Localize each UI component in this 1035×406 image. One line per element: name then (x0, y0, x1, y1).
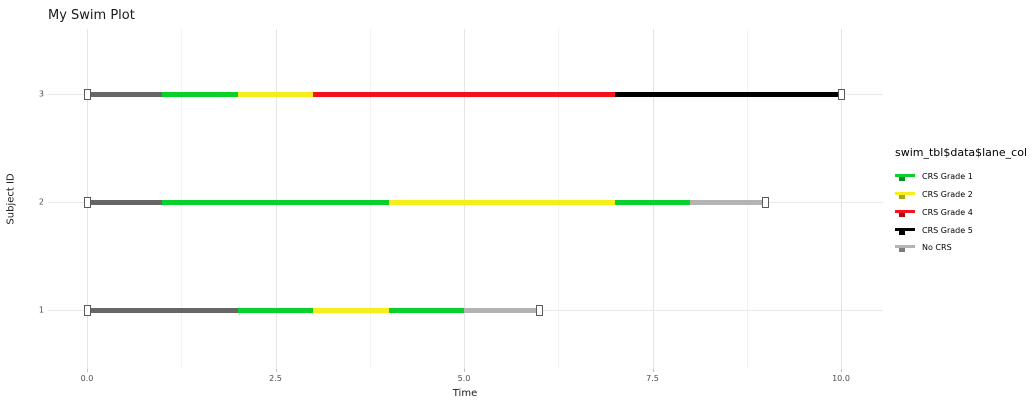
legend-key-line (895, 209, 915, 213)
legend-key-line (895, 245, 915, 249)
lane-segment (87, 199, 163, 205)
legend-key-notch (899, 212, 905, 217)
x-tick-label: 7.5 (646, 374, 659, 383)
legend-title: swim_tbl$data$lane_col (895, 146, 1027, 159)
y-tick-label: 3 (38, 89, 44, 99)
minor-gridline (369, 29, 371, 369)
lane-marker (535, 304, 543, 316)
x-axis-title: Time (452, 388, 478, 399)
lane-marker (83, 196, 91, 208)
x-tick-label: 5.0 (457, 374, 471, 383)
legend-key-icon (895, 242, 915, 253)
lane-segment (614, 199, 691, 205)
legend-item: CRS Grade 5 (895, 221, 1035, 239)
legend-item-label: No CRS (922, 243, 952, 253)
lane-segment (162, 91, 238, 97)
major-gridline (275, 29, 277, 369)
legend-key-notch (899, 230, 905, 235)
x-tick-mark (275, 369, 277, 372)
lane-marker (837, 88, 845, 100)
legend-key-icon (895, 171, 915, 182)
legend-key-line (895, 174, 915, 178)
lane-segment (237, 91, 314, 97)
lane-segment (388, 307, 464, 313)
legend-item: No CRS (895, 239, 1035, 257)
legend-key-notch (899, 177, 905, 182)
lane-marker (83, 304, 91, 316)
legend-items: CRS Grade 1 CRS Grade 2 CRS Grade 4 CRS Gra… (895, 168, 1035, 257)
lane-marker (83, 88, 91, 100)
legend-key-icon (895, 189, 915, 200)
minor-gridline (181, 29, 183, 369)
legend-item-label: CRS Grade 1 (922, 172, 973, 182)
x-tick-mark (464, 369, 465, 372)
minor-gridline (558, 29, 560, 369)
legend-item: CRS Grade 4 (895, 204, 1035, 222)
y-tick-label: 2 (38, 197, 44, 207)
lane-segment (614, 91, 841, 97)
lane-segment (87, 91, 163, 97)
major-gridline (464, 29, 465, 369)
legend-item-label: CRS Grade 2 (922, 190, 973, 200)
legend-key-line (895, 192, 915, 196)
plot-title: My Swim Plot (48, 8, 135, 23)
legend-item: CRS Grade 2 (895, 186, 1035, 204)
major-gridline (652, 29, 654, 369)
major-gridline (841, 29, 842, 369)
lane-segment (87, 307, 238, 313)
x-tick-mark (87, 369, 88, 372)
lane-segment (388, 199, 615, 205)
x-tick-mark (841, 369, 842, 372)
legend-item-label: CRS Grade 4 (922, 207, 973, 217)
minor-gridline (746, 29, 748, 369)
lane-segment (313, 307, 389, 313)
x-tick-mark (652, 369, 654, 372)
lane-marker (762, 196, 770, 208)
x-tick-label: 2.5 (269, 374, 282, 383)
legend-key-notch (899, 248, 905, 253)
lane-segment (237, 307, 314, 313)
legend: swim_tbl$data$lane_col CRS Grade 1 CRS Gr… (895, 146, 1035, 257)
x-tick-label: 10.0 (832, 374, 850, 383)
y-tick-label: 1 (38, 305, 44, 315)
legend-key-icon (895, 225, 915, 236)
legend-key-notch (899, 195, 905, 200)
legend-item-label: CRS Grade 5 (922, 225, 973, 235)
legend-key-icon (895, 207, 915, 218)
legend-key-line (895, 227, 915, 231)
lane-segment (162, 199, 389, 205)
plot-panel (48, 29, 883, 369)
lane-segment (464, 307, 540, 313)
y-axis-title: Subject ID (5, 173, 17, 225)
legend-item: CRS Grade 1 (895, 168, 1035, 186)
x-tick-label: 0.0 (80, 374, 94, 383)
lane-segment (690, 199, 766, 205)
lane-segment (313, 91, 615, 97)
